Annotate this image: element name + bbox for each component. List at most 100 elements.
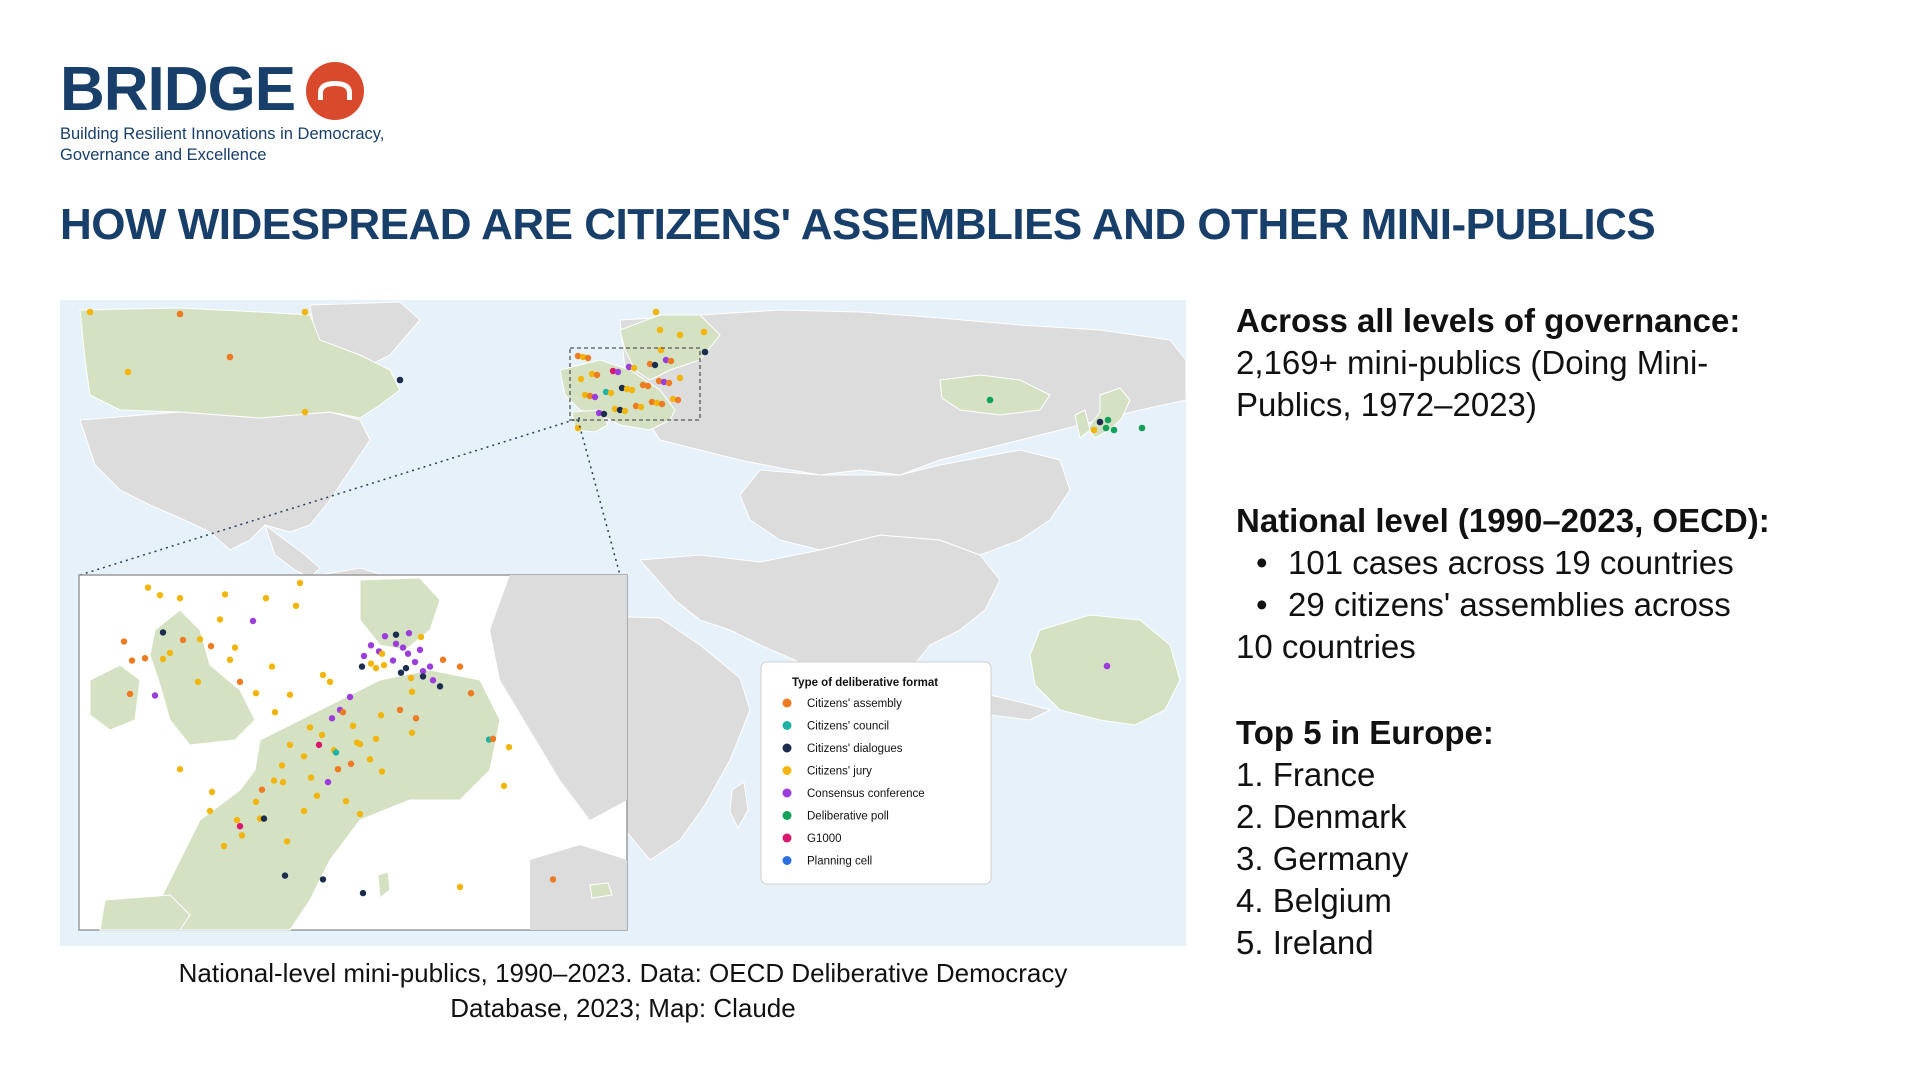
map-point: [328, 715, 336, 722]
map-point: [156, 591, 164, 599]
map-point: [614, 368, 622, 376]
map-point: [179, 636, 187, 644]
map-point: [196, 636, 204, 643]
map-point: [262, 595, 270, 602]
map-point: [159, 629, 167, 636]
map-point: [281, 872, 289, 879]
map-point: [625, 363, 633, 371]
map-point: [270, 777, 278, 784]
map-point: [411, 658, 419, 666]
map-point: [399, 644, 407, 651]
map-point: [1138, 424, 1146, 432]
map-point: [300, 753, 308, 760]
map-point: [236, 823, 244, 830]
map-point: [366, 756, 374, 763]
map-point: [206, 807, 214, 815]
legend-swatch: [782, 833, 792, 843]
map-point: [653, 399, 661, 407]
map-point: [986, 396, 994, 404]
legend-swatch: [782, 766, 792, 775]
map-point: [226, 656, 234, 663]
map-point: [412, 715, 420, 722]
legend-label: Planning cell: [807, 856, 872, 868]
map-point: [301, 408, 309, 416]
arch-circle-icon: [306, 62, 364, 120]
map-point: [236, 678, 244, 685]
map-point: [356, 740, 364, 748]
map-point: [581, 391, 589, 399]
map-point: [456, 883, 464, 891]
map-point: [392, 640, 400, 647]
map-point: [637, 403, 645, 411]
map-point: [439, 656, 447, 663]
map-point: [278, 762, 286, 769]
map-point: [367, 660, 375, 667]
governance-line-1: 2,169+ mini-publics (Doing Mini-: [1236, 344, 1709, 381]
map-point: [586, 392, 594, 400]
europe-inset: Type of deliberative format Citizens' as…: [78, 574, 992, 931]
legend-swatch: [782, 698, 792, 708]
map-point: [194, 678, 202, 685]
legend-label: Deliberative poll: [807, 811, 889, 823]
map-point: [1104, 416, 1112, 424]
legend-label: Consensus conference: [807, 788, 925, 800]
map-point: [221, 591, 229, 598]
map-point: [128, 657, 136, 664]
map-point: [315, 741, 323, 749]
map-point: [467, 690, 475, 697]
map-point: [144, 584, 152, 591]
map-point: [1102, 424, 1110, 432]
map-point: [1110, 426, 1118, 434]
map-point: [360, 652, 368, 660]
map-point: [1103, 662, 1111, 670]
map-point: [404, 650, 412, 657]
map-point: [674, 396, 682, 404]
map-point: [306, 724, 314, 731]
map-point: [279, 778, 287, 786]
legend-swatch: [782, 856, 792, 865]
governance-heading: Across all levels of governance:: [1236, 302, 1741, 339]
map-point: [667, 357, 675, 365]
map-point: [249, 617, 257, 625]
map-point: [611, 405, 619, 413]
map-point: [231, 644, 239, 651]
legend-label: Citizens' dialogues: [807, 743, 903, 755]
top5-item: 3. Germany: [1236, 840, 1409, 877]
map-point: [124, 368, 132, 376]
map-point: [233, 816, 241, 824]
map-point: [417, 633, 425, 641]
legend-box: [760, 661, 992, 885]
map-point: [402, 664, 410, 672]
map-point: [396, 376, 404, 384]
map-point: [334, 766, 342, 773]
national-heading: National level (1990–2023, OECD):: [1236, 502, 1770, 539]
governance-line-2: Publics, 1972–2023): [1236, 386, 1537, 423]
logo-wordmark: BRIDGE: [60, 55, 296, 124]
map-point: [602, 388, 610, 396]
map-point: [120, 638, 128, 645]
map-point: [378, 650, 386, 657]
inset-frame-world: [569, 347, 701, 421]
map-point: [392, 631, 400, 638]
map-point: [656, 326, 664, 334]
map-point: [208, 788, 216, 796]
map-point: [159, 655, 167, 663]
legend-swatch: [782, 788, 792, 798]
top5-item: 4. Belgium: [1236, 882, 1392, 919]
map-point: [292, 602, 300, 609]
map-point: [349, 722, 357, 730]
map-point: [416, 646, 424, 654]
legend-label: Citizens' council: [807, 721, 889, 733]
map-point: [408, 688, 416, 695]
map-point: [359, 889, 367, 897]
top5-heading: Top 5 in Europe:: [1236, 714, 1494, 751]
map-point: [166, 649, 174, 657]
map-point: [456, 663, 464, 670]
map-point: [639, 381, 647, 389]
national-bullet-2: 29 citizens' assemblies across: [1236, 584, 1876, 626]
map-point: [700, 328, 708, 336]
legend-label: Citizens' assembly: [807, 698, 902, 710]
map-point: [313, 792, 321, 799]
map-point: [342, 797, 350, 805]
map-point: [372, 664, 380, 672]
